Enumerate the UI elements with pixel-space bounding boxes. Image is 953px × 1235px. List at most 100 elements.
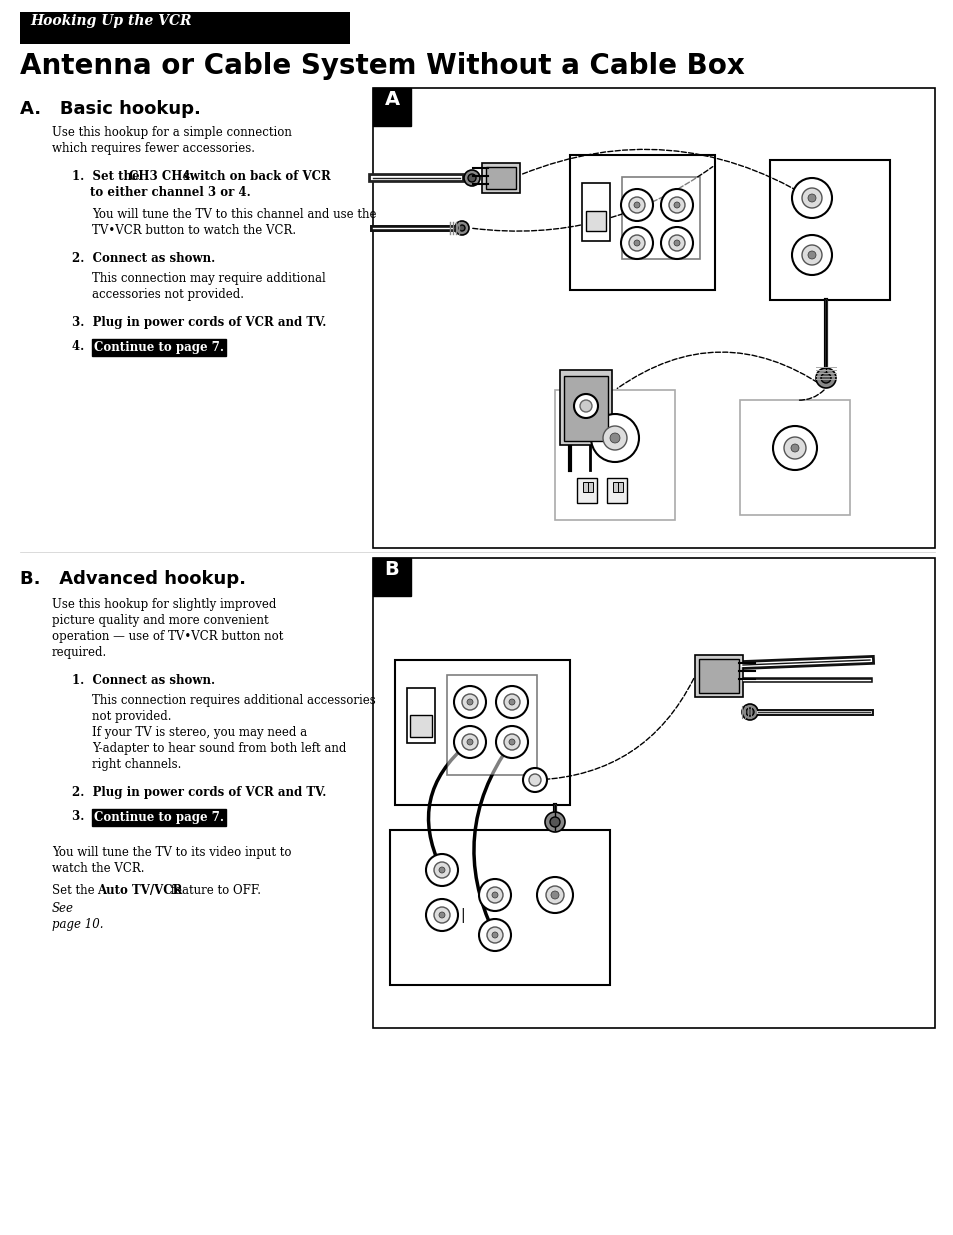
Bar bbox=[582, 482, 587, 492]
Circle shape bbox=[455, 221, 469, 235]
Circle shape bbox=[790, 445, 799, 452]
Circle shape bbox=[660, 189, 692, 221]
Text: accessories not provided.: accessories not provided. bbox=[91, 288, 244, 301]
Circle shape bbox=[509, 699, 515, 705]
Text: Continue to page 7.: Continue to page 7. bbox=[94, 811, 224, 824]
Bar bbox=[613, 482, 618, 492]
Circle shape bbox=[673, 203, 679, 207]
Text: A: A bbox=[384, 90, 399, 109]
Bar bbox=[606, 478, 626, 503]
Text: not provided.: not provided. bbox=[91, 710, 172, 722]
Bar bbox=[373, 88, 934, 548]
Bar bbox=[373, 558, 411, 597]
Text: required.: required. bbox=[52, 646, 107, 659]
Circle shape bbox=[551, 890, 558, 899]
Text: right channels.: right channels. bbox=[91, 758, 181, 771]
Circle shape bbox=[745, 708, 753, 716]
Circle shape bbox=[438, 911, 444, 918]
Circle shape bbox=[634, 240, 639, 246]
Bar bbox=[769, 161, 889, 300]
Circle shape bbox=[486, 887, 502, 903]
Text: You will tune the TV to its video input to: You will tune the TV to its video input … bbox=[52, 846, 292, 860]
Circle shape bbox=[426, 853, 457, 885]
Text: switch on back of VCR: switch on back of VCR bbox=[179, 170, 331, 183]
Bar bbox=[407, 688, 435, 743]
Text: TV•VCR button to watch the VCR.: TV•VCR button to watch the VCR. bbox=[91, 224, 295, 237]
Circle shape bbox=[807, 194, 815, 203]
Text: A.   Basic hookup.: A. Basic hookup. bbox=[20, 100, 201, 119]
Circle shape bbox=[478, 919, 511, 951]
Circle shape bbox=[496, 685, 527, 718]
Bar bbox=[563, 375, 607, 441]
Bar bbox=[395, 659, 569, 805]
Text: See: See bbox=[52, 902, 74, 915]
Circle shape bbox=[454, 685, 485, 718]
Text: Y-adapter to hear sound from both left and: Y-adapter to hear sound from both left a… bbox=[91, 742, 346, 755]
Text: Antenna or Cable System Without a Cable Box: Antenna or Cable System Without a Cable … bbox=[20, 52, 744, 80]
Text: feature to OFF.: feature to OFF. bbox=[167, 884, 268, 897]
Circle shape bbox=[628, 235, 644, 251]
Bar bbox=[585, 211, 605, 231]
Bar bbox=[555, 390, 675, 520]
Text: Auto TV/VCR: Auto TV/VCR bbox=[97, 884, 182, 897]
Bar bbox=[577, 478, 597, 503]
Bar bbox=[740, 400, 849, 515]
Text: 1.  Set the: 1. Set the bbox=[71, 170, 144, 183]
Text: to either channel 3 or 4.: to either channel 3 or 4. bbox=[90, 186, 251, 199]
Bar bbox=[618, 482, 622, 492]
Text: operation — use of TV•VCR button not: operation — use of TV•VCR button not bbox=[52, 630, 283, 643]
Text: Use this hookup for slightly improved: Use this hookup for slightly improved bbox=[52, 598, 276, 611]
Circle shape bbox=[801, 188, 821, 207]
Bar bbox=[447, 676, 537, 776]
Text: This connection may require additional: This connection may require additional bbox=[91, 272, 325, 285]
Text: B: B bbox=[384, 559, 399, 579]
Circle shape bbox=[801, 245, 821, 266]
Bar bbox=[699, 659, 739, 693]
Circle shape bbox=[821, 373, 830, 383]
Circle shape bbox=[609, 433, 619, 443]
Text: You will tune the TV to this channel and use the: You will tune the TV to this channel and… bbox=[91, 207, 376, 221]
Circle shape bbox=[522, 768, 546, 792]
Text: page 10.: page 10. bbox=[52, 918, 103, 931]
Circle shape bbox=[634, 203, 639, 207]
Bar bbox=[695, 655, 742, 697]
Circle shape bbox=[537, 877, 573, 913]
Circle shape bbox=[492, 932, 497, 939]
Text: 3.: 3. bbox=[71, 810, 92, 823]
Text: 3.  Plug in power cords of VCR and TV.: 3. Plug in power cords of VCR and TV. bbox=[71, 316, 326, 329]
Circle shape bbox=[815, 368, 835, 388]
Circle shape bbox=[628, 198, 644, 212]
Circle shape bbox=[463, 170, 479, 186]
Circle shape bbox=[467, 699, 473, 705]
Circle shape bbox=[503, 734, 519, 750]
Text: |: | bbox=[459, 908, 464, 923]
Bar bbox=[587, 482, 593, 492]
Text: 4.: 4. bbox=[71, 340, 92, 353]
Circle shape bbox=[461, 694, 477, 710]
Circle shape bbox=[741, 704, 758, 720]
Circle shape bbox=[772, 426, 816, 471]
Circle shape bbox=[620, 227, 652, 259]
Bar bbox=[390, 830, 609, 986]
Bar bbox=[581, 183, 609, 241]
Bar bbox=[621, 177, 700, 259]
Text: Continue to page 7.: Continue to page 7. bbox=[94, 341, 224, 354]
Text: 2.  Plug in power cords of VCR and TV.: 2. Plug in power cords of VCR and TV. bbox=[71, 785, 326, 799]
Circle shape bbox=[668, 235, 684, 251]
Circle shape bbox=[579, 400, 592, 412]
Circle shape bbox=[545, 885, 563, 904]
Circle shape bbox=[438, 867, 444, 873]
Circle shape bbox=[807, 251, 815, 259]
Circle shape bbox=[673, 240, 679, 246]
Circle shape bbox=[529, 774, 540, 785]
Circle shape bbox=[467, 739, 473, 745]
Circle shape bbox=[434, 906, 450, 923]
Circle shape bbox=[496, 726, 527, 758]
Bar bbox=[410, 715, 432, 737]
Text: If your TV is stereo, you may need a: If your TV is stereo, you may need a bbox=[91, 726, 307, 739]
Text: which requires fewer accessories.: which requires fewer accessories. bbox=[52, 142, 254, 156]
Circle shape bbox=[503, 694, 519, 710]
Circle shape bbox=[468, 174, 476, 182]
Circle shape bbox=[544, 811, 564, 832]
Circle shape bbox=[486, 927, 502, 944]
